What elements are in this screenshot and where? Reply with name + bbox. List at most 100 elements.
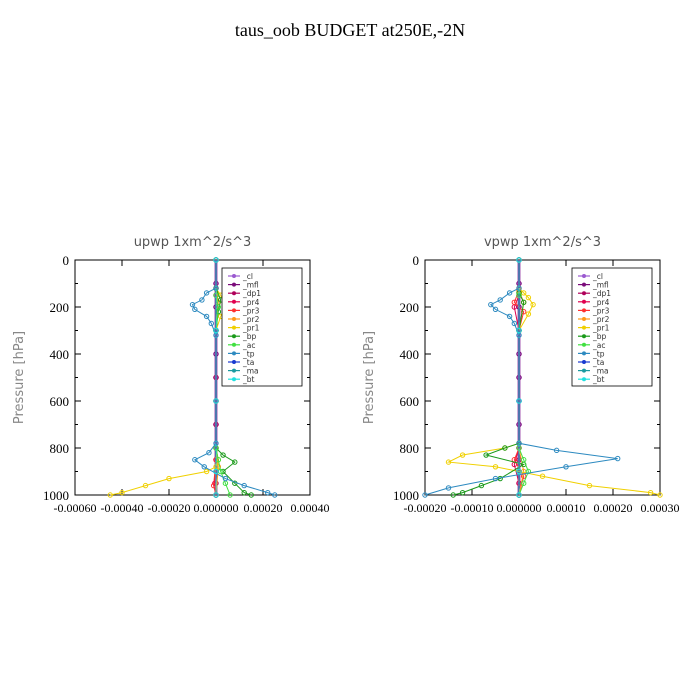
data-point: [189, 301, 196, 308]
data-point: [506, 313, 513, 320]
legend-marker: [232, 317, 236, 321]
legend-label: _cl: [242, 272, 253, 281]
legend-entry: _tp: [578, 349, 605, 358]
legend-marker: [582, 325, 586, 330]
data-point: [657, 492, 663, 498]
data-point: [488, 301, 494, 308]
legend-marker: [232, 334, 236, 339]
data-point: [478, 482, 485, 489]
data-point: [232, 459, 238, 465]
chart-panel-2: vpwp 1xm^2/s^3 Pressure [hPa] 0 200 400 600 80…: [362, 235, 680, 515]
legend-marker: [232, 282, 236, 287]
series-line: [453, 260, 525, 496]
legend: _cl_mfl_dp1_pr4_pr3_pr2_pr1_bp_ac_tp_ta_…: [221, 267, 303, 387]
data-point: [213, 327, 219, 334]
legend-entry: _bp: [228, 332, 257, 341]
legend-marker: [582, 360, 586, 364]
y-tick-label: 600: [50, 394, 70, 409]
data-point: [516, 492, 522, 498]
legend-label: _ac: [242, 341, 255, 350]
data-point: [497, 297, 503, 303]
legend-label: _bt: [242, 375, 255, 384]
data-point: [203, 290, 210, 296]
legend-entry: _pr3: [228, 306, 260, 315]
legend-entry: _pr1: [228, 324, 260, 333]
y-tick-label: 1000: [43, 488, 69, 503]
legend-marker: [232, 342, 236, 347]
x-tick-label: -0.00060: [54, 501, 97, 515]
legend-entry: _dp1: [578, 289, 611, 298]
data-point: [203, 468, 210, 475]
data-point: [213, 492, 219, 498]
legend-label: _mfl: [592, 281, 609, 290]
legend-entry: _ma: [578, 367, 609, 376]
data-point: [222, 475, 229, 482]
data-point: [445, 485, 452, 491]
legend-entry: _bp: [578, 332, 607, 341]
legend-marker: [582, 342, 586, 347]
legend-label: _bp: [592, 332, 607, 341]
legend-marker: [582, 308, 586, 313]
data-point: [201, 464, 207, 470]
data-point: [208, 320, 215, 327]
y-tick-label: 800: [50, 441, 70, 456]
legend-entry: _pr3: [578, 306, 610, 315]
legend-label: _pr3: [242, 306, 260, 315]
legend-marker: [582, 299, 586, 304]
legend-marker: [232, 351, 236, 356]
legend-marker: [582, 274, 586, 278]
data-point: [615, 455, 621, 462]
data-point: [647, 489, 654, 496]
data-point: [521, 309, 527, 315]
data-point: [492, 306, 499, 313]
x-tick-label: 0.000000: [497, 501, 542, 515]
legend-marker: [582, 368, 586, 373]
x-tick-label: -0.00020: [148, 501, 191, 515]
legend-entry: _cl: [228, 272, 253, 281]
data-point: [492, 464, 499, 470]
x-tick-label: 0.00030: [641, 501, 680, 515]
legend-label: _ac: [592, 341, 605, 350]
data-point: [422, 492, 428, 498]
data-point: [192, 457, 198, 463]
data-point: [107, 492, 113, 498]
data-point: [521, 299, 527, 305]
data-point: [166, 475, 172, 482]
data-point: [483, 452, 489, 458]
y-tick-label: 1000: [393, 488, 419, 503]
legend-marker: [582, 282, 586, 287]
legend-label: _pr1: [242, 324, 260, 333]
x-tick-label: -0.00040: [101, 501, 144, 515]
legend-entry: _pr4: [578, 298, 610, 307]
x-tick-label: 0.00020: [594, 501, 633, 515]
data-point: [192, 306, 198, 313]
legend-entry: _pr1: [578, 324, 610, 333]
y-tick-label: 800: [400, 441, 420, 456]
legend-entry: _pr4: [228, 298, 260, 307]
data-point: [516, 468, 522, 475]
legend-marker: [232, 360, 236, 364]
legend-marker: [232, 368, 236, 373]
data-point: [459, 489, 466, 496]
y-tick-label: 0: [413, 253, 420, 268]
data-point: [241, 489, 247, 496]
data-point: [450, 492, 456, 498]
data-point: [459, 452, 466, 458]
figure-title: taus_oob BUDGET at250E,-2N: [234, 20, 466, 40]
data-point: [516, 327, 522, 334]
data-point: [272, 492, 278, 498]
x-tick-label: -0.00010: [451, 501, 494, 515]
data-point: [516, 398, 522, 404]
legend-entry: _bt: [578, 375, 605, 384]
data-point: [525, 468, 532, 475]
legend-label: _bp: [242, 332, 257, 341]
legend-label: _mfl: [242, 281, 259, 290]
legend-label: _dp1: [592, 289, 611, 298]
y-axis-label: Pressure [hPa]: [12, 331, 27, 424]
legend-entry: _ac: [578, 341, 605, 350]
legend-marker: [232, 325, 236, 330]
data-point: [220, 452, 226, 458]
data-point: [511, 299, 517, 305]
x-tick-label: 0.00010: [547, 501, 586, 515]
